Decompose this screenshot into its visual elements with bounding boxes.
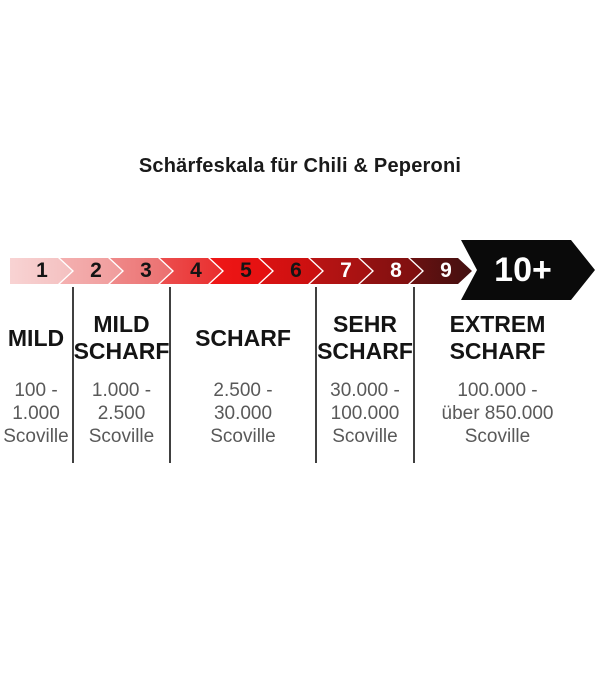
column-divider [413, 287, 415, 463]
category-label: MILD [7, 324, 65, 351]
category-range: 1.000 - 2.500 Scoville [74, 379, 169, 448]
category-label: EXTREM SCHARF [449, 311, 546, 364]
category-range: 2.500 - 30.000 Scoville [171, 379, 315, 448]
range-line: 30.000 [213, 403, 273, 424]
category-range: 100 - 1.000 Scoville [0, 379, 72, 448]
range-line: 1.000 - [91, 380, 152, 401]
range-line: 2.500 [97, 403, 146, 424]
range-line: Scoville [210, 426, 276, 447]
column-divider [315, 287, 317, 463]
page-title: Schärfeskala für Chili & Peperoni [138, 155, 462, 177]
range-line: 30.000 - [330, 380, 400, 401]
range-line: Scoville [332, 426, 398, 447]
scale-max-arrow: 10+ [461, 240, 595, 300]
category-label: SCHARF [195, 324, 291, 351]
column-divider [72, 287, 74, 463]
category-column-scharf: SCHARF 2.500 - 30.000 Scoville [171, 300, 315, 460]
range-line: 100.000 - [457, 380, 538, 401]
range-line: 100.000 [330, 403, 400, 424]
range-line: 1.000 [12, 403, 60, 424]
scale-segment-4: 4 [160, 258, 222, 284]
category-column-extrem-scharf: EXTREM SCHARF 100.000 - über 850.000 Sco… [415, 300, 580, 460]
scale-segment-6: 6 [260, 258, 322, 284]
scale-segment-1: 1 [10, 258, 72, 284]
category-column-sehr-scharf: SEHR SCHARF 30.000 - 100.000 Scoville [317, 300, 413, 460]
category-label: SEHR SCHARF [317, 311, 413, 364]
column-divider [169, 287, 171, 463]
category-column-mild-scharf: MILD SCHARF 1.000 - 2.500 Scoville [73, 300, 170, 460]
range-line: Scoville [88, 426, 155, 447]
category-label: MILD SCHARF [73, 311, 170, 364]
category-column-mild: MILD 100 - 1.000 Scoville [0, 300, 72, 460]
range-line: 2.500 - [213, 380, 273, 401]
range-line: Scoville [3, 426, 69, 447]
category-range: 100.000 - über 850.000 Scoville [415, 379, 580, 448]
range-line: 100 - [14, 380, 58, 401]
range-line: Scoville [464, 426, 531, 447]
category-range: 30.000 - 100.000 Scoville [317, 379, 413, 448]
range-line: über 850.000 [441, 403, 554, 424]
